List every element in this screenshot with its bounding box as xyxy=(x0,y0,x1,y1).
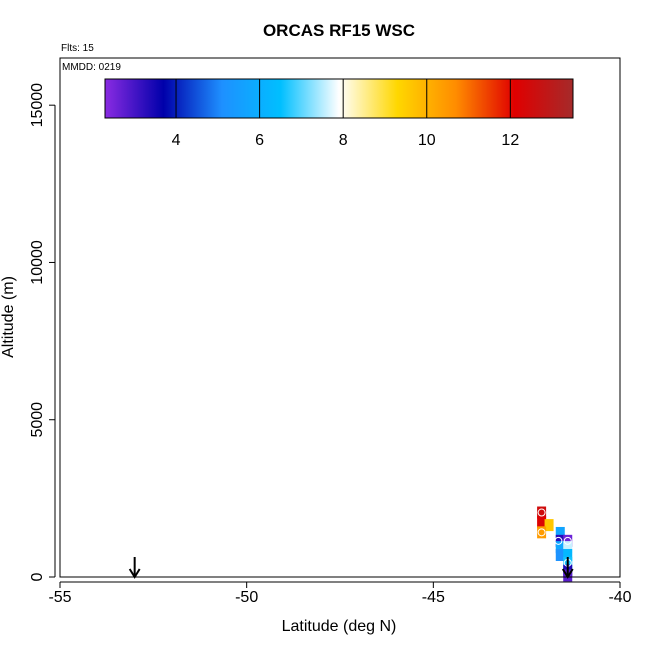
y-tick-label: 10000 xyxy=(29,240,46,285)
y-axis-title: Altitude (m) xyxy=(0,276,17,358)
position-arrows xyxy=(128,557,574,579)
plot-frame xyxy=(59,57,621,578)
colorbar-gradient xyxy=(104,78,574,119)
colorbar-tick-label: 12 xyxy=(501,132,519,149)
y-tick-label: 5000 xyxy=(29,402,46,438)
y-tick-label: 15000 xyxy=(29,83,46,128)
circle-marker xyxy=(554,536,563,545)
x-tick-label: -45 xyxy=(422,589,445,606)
data-point xyxy=(563,548,573,561)
x-tick-label: -50 xyxy=(235,589,258,606)
chart-title: ORCAS RF15 WSC xyxy=(263,21,415,40)
data-point xyxy=(555,548,565,561)
x-tick-label: -55 xyxy=(48,589,71,606)
circle-marker xyxy=(537,508,546,517)
data-point xyxy=(563,534,573,547)
circle-marker xyxy=(563,536,572,545)
colorbar-tick-label: 10 xyxy=(418,132,436,149)
data-point xyxy=(555,541,565,554)
colorbar-tick-label: 4 xyxy=(172,132,181,149)
y-tick-label: 0 xyxy=(29,572,46,581)
data-point xyxy=(555,534,565,547)
down-arrow-icon xyxy=(128,557,141,579)
axes: -55 -50 -45 -40 0 5000 10000 15000 xyxy=(29,83,632,606)
data-point xyxy=(563,541,573,554)
data-point xyxy=(537,506,547,519)
x-axis-title: Latitude (deg N) xyxy=(282,618,397,635)
colorbar-tick-label: 8 xyxy=(339,132,348,149)
flights-annotation: Flts: 15 xyxy=(61,43,94,54)
colorbar: 4 6 8 10 12 xyxy=(104,78,574,149)
data-point xyxy=(544,519,554,532)
data-point xyxy=(537,515,547,528)
x-tick-label: -40 xyxy=(608,589,631,606)
circle-marker xyxy=(537,528,546,537)
data-point xyxy=(537,526,547,539)
data-point xyxy=(555,526,565,539)
colorbar-tick-label: 6 xyxy=(255,132,264,149)
date-annotation: MMDD: 0219 xyxy=(62,62,121,73)
